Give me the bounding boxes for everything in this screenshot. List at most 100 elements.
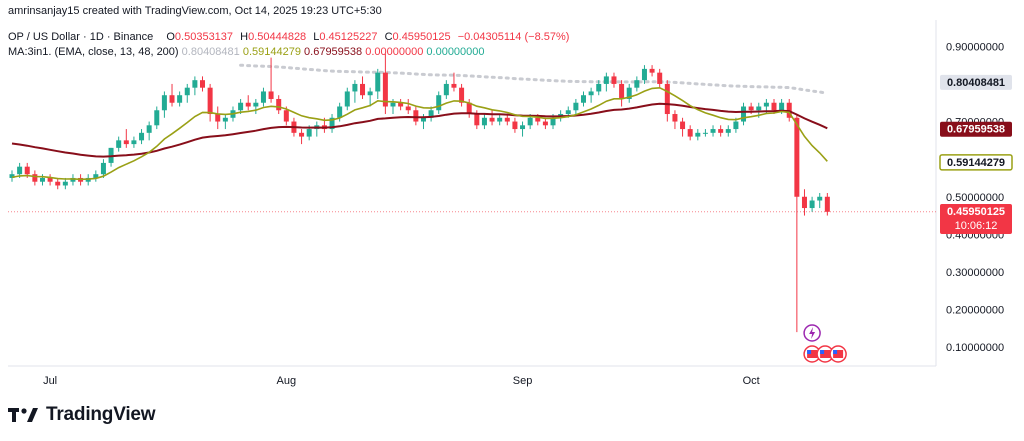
candle-body	[154, 110, 160, 126]
candle-body	[763, 102, 769, 107]
chart-credit: amrinsanjay15 created with TradingView.c…	[8, 5, 382, 17]
candle-body	[748, 106, 754, 111]
candle-body	[443, 83, 449, 96]
candle-body	[382, 72, 388, 107]
flag-canton	[820, 350, 825, 354]
candle-body	[603, 76, 609, 84]
x-tick-label: Sep	[513, 375, 533, 387]
ma200-line	[239, 63, 829, 95]
price-label-box	[940, 121, 1012, 137]
flag-stripes	[820, 350, 831, 358]
brand-name: TradingView	[46, 404, 156, 425]
low-value: 0.45125227	[319, 31, 378, 43]
flag-stripes	[833, 350, 844, 358]
change-value: −0.04305114 (−8.57%)	[457, 31, 570, 43]
candle-body	[695, 132, 701, 137]
symbol-legend: OP / US Dollar · 1D · Binance O0.5035313…	[8, 31, 569, 43]
candle-body	[756, 106, 762, 111]
price-label-text: 0.67959538	[947, 124, 1005, 136]
candle-body	[116, 140, 122, 148]
candle-body	[702, 132, 708, 134]
candle-body	[207, 87, 213, 115]
candle-body	[741, 106, 747, 122]
candle-body	[672, 114, 678, 122]
candle-body	[649, 68, 655, 73]
candlestick-chart[interactable]: 0.900000000.800000000.700000000.60000000…	[0, 0, 1024, 400]
flag-canton	[807, 350, 812, 354]
candle-body	[276, 98, 282, 111]
candle-body	[641, 68, 647, 81]
candle-body	[520, 125, 526, 130]
candle-body	[260, 91, 266, 103]
candle-body	[360, 83, 366, 96]
candle-body	[794, 117, 800, 197]
candle-body	[47, 177, 53, 182]
candle-body	[123, 140, 129, 145]
candle-body	[17, 166, 23, 175]
countdown-label-text: 10:06:12	[955, 220, 998, 232]
candle-body	[375, 72, 381, 92]
candle-body	[687, 129, 693, 137]
candle-body	[489, 117, 495, 122]
candle-body	[657, 72, 663, 84]
extra-value-2: 0.00000000	[426, 46, 485, 58]
candle-body	[512, 121, 518, 130]
indicator-title[interactable]: MA:3in1. (EMA, close, 13, 48, 200)	[8, 46, 179, 58]
close-value: 0.45950125	[392, 31, 451, 43]
candle-body	[215, 114, 221, 122]
symbol-title[interactable]: OP / US Dollar · 1D · Binance	[8, 31, 154, 43]
x-tick-label: Jul	[43, 375, 57, 387]
candle-body	[192, 80, 198, 88]
candle-body	[459, 87, 465, 103]
candle-body	[428, 110, 434, 118]
tradingview-logo-icon	[8, 408, 38, 422]
low-label: L	[313, 31, 320, 43]
candle-body	[626, 87, 632, 99]
candle-body	[405, 106, 411, 111]
candle-body	[565, 110, 571, 115]
price-label-text: 0.59144279	[947, 157, 1005, 169]
candle-body	[32, 174, 38, 182]
candle-body	[200, 80, 205, 88]
candle-body	[542, 121, 548, 126]
candle-body	[809, 200, 815, 209]
candle-body	[177, 95, 183, 103]
x-tick-label: Aug	[277, 375, 297, 387]
candle-body	[268, 91, 274, 99]
candle-body	[588, 91, 594, 96]
candle-body	[100, 162, 106, 175]
candle-body	[779, 102, 785, 111]
candle-body	[451, 83, 457, 88]
candle-body	[481, 117, 487, 126]
high-value: 0.50444828	[248, 31, 307, 43]
candle-body	[337, 106, 343, 118]
candle-body	[771, 102, 777, 111]
candle-body	[62, 181, 68, 186]
price-label-box	[939, 154, 1013, 171]
price-label-text: 0.45950125	[947, 206, 1005, 218]
candle-body	[725, 129, 731, 133]
candle-body	[139, 132, 145, 141]
candle-body	[9, 174, 15, 178]
price-label-box	[940, 74, 1012, 90]
candle-body	[718, 129, 724, 133]
ma13-line	[11, 86, 828, 181]
extra-value-1: 0.00000000	[365, 46, 424, 58]
candle-body	[93, 174, 99, 178]
candle-body	[222, 117, 228, 122]
candle-body	[55, 181, 61, 186]
y-tick-label: 0.20000000	[946, 305, 1004, 317]
candle-body	[398, 102, 404, 107]
candle-body	[131, 140, 137, 145]
ma13-value: 0.59144279	[242, 46, 301, 58]
indicator-legend: MA:3in1. (EMA, close, 13, 48, 200) 0.804…	[8, 46, 485, 58]
ma48-value: 0.67959538	[304, 46, 363, 58]
flag-stripes	[807, 350, 818, 358]
candle-body	[329, 117, 335, 130]
candle-body	[344, 91, 350, 107]
y-tick-label: 0.10000000	[946, 342, 1004, 354]
candle-body	[24, 166, 30, 175]
close-label: C	[384, 31, 393, 43]
tradingview-brand[interactable]: TradingView	[8, 404, 156, 426]
candle-body	[238, 102, 244, 111]
